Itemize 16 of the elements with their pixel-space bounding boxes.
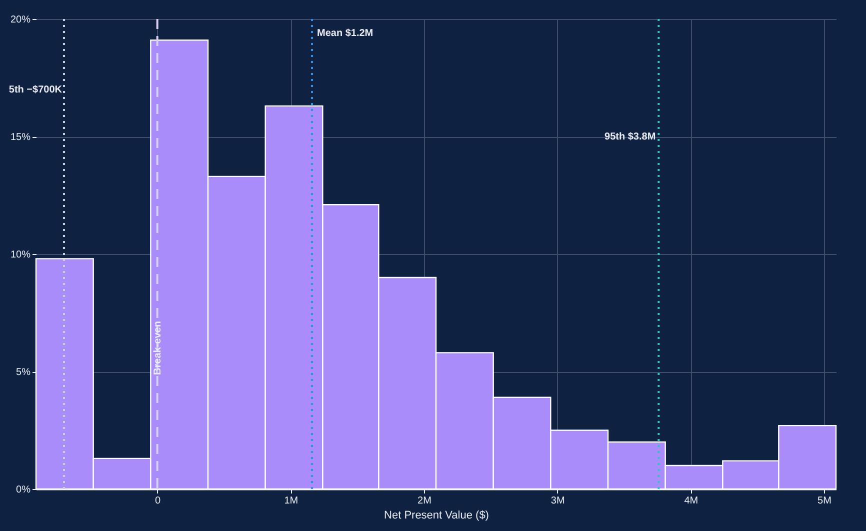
x-tick-label: 1M — [284, 496, 298, 506]
x-axis-title: Net Present Value ($) — [384, 510, 489, 522]
y-tick-label: 0% — [16, 484, 31, 496]
ref-line-label: Break-even — [152, 321, 164, 375]
x-tick-label: 5M — [818, 496, 832, 506]
y-tick-label: 10% — [10, 250, 31, 260]
x-tick-label: 0 — [155, 496, 162, 506]
ref-line-label: 95th $3.8M — [604, 132, 656, 142]
ref-line-label: 5th −$700K — [8, 84, 63, 96]
ref-line-label: Mean $1.2M — [317, 28, 374, 40]
x-tick-label: 4M — [684, 496, 698, 506]
y-tick-label: 5% — [16, 367, 31, 378]
x-tick-label: 2M — [418, 496, 432, 506]
x-tick-label: 3M — [550, 496, 565, 506]
y-tick-label: 15% — [10, 132, 31, 143]
y-tick-label: 20% — [10, 14, 31, 26]
